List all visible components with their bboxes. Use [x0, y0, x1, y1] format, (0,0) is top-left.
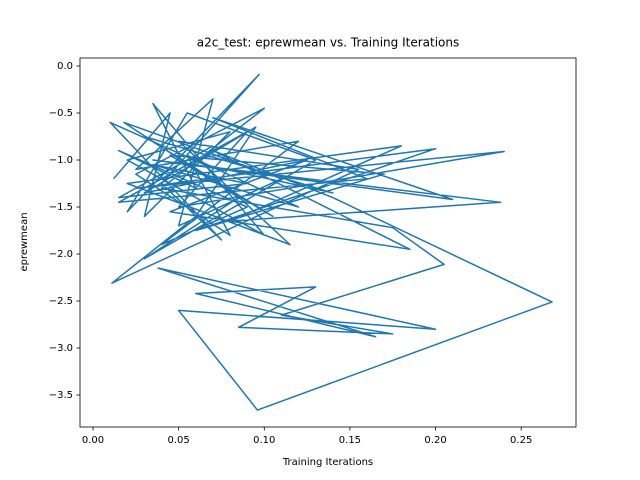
chart-title: a2c_test: eprewmean vs. Training Iterati…	[197, 36, 460, 50]
y-tick-label: −3.5	[49, 390, 73, 401]
y-tick-label: −2.0	[49, 249, 73, 260]
data-line	[109, 73, 553, 411]
y-tick-label: −1.5	[49, 202, 73, 213]
x-tick-label: 0.15	[339, 435, 361, 446]
x-axis-label: Training Iterations	[282, 457, 373, 468]
y-tick-label: −3.0	[49, 343, 73, 354]
x-tick-label: 0.05	[168, 435, 190, 446]
x-tick-label: 0.10	[253, 435, 275, 446]
y-tick-label: −2.5	[49, 296, 73, 307]
plot-frame	[79, 57, 577, 428]
y-axis-label: eprewmean	[19, 212, 30, 271]
y-tick-label: −0.5	[49, 108, 73, 119]
y-tick-label: −1.0	[49, 155, 73, 166]
x-tick-label: 0.20	[424, 435, 446, 446]
y-tick-label: 0.0	[57, 61, 73, 72]
x-tick-label: 0.25	[510, 435, 532, 446]
x-tick-label: 0.00	[82, 435, 104, 446]
